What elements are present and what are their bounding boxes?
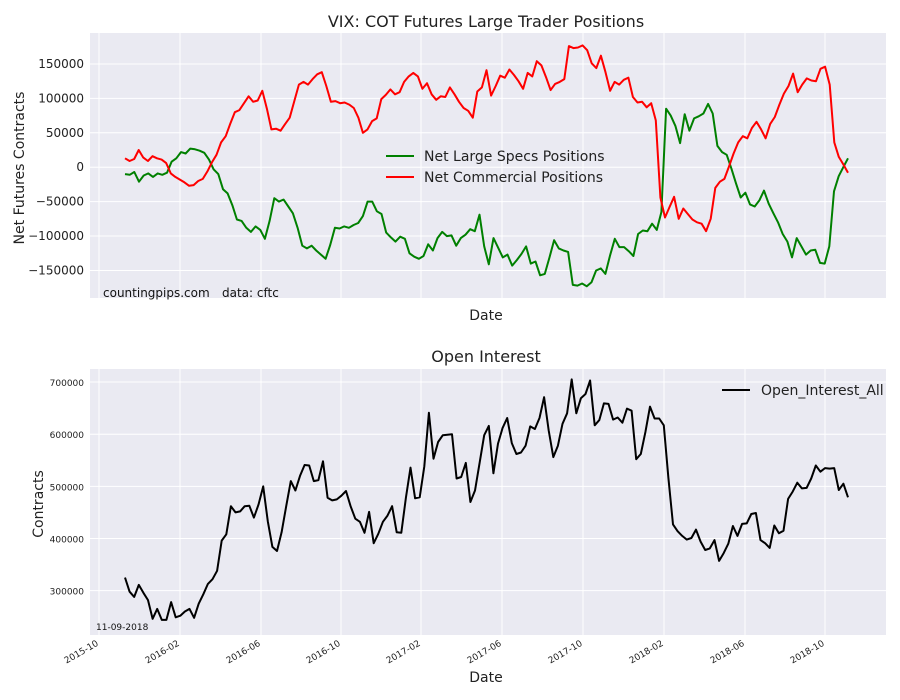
oi-x-tick-label: 2017-10 (547, 639, 585, 667)
cot-y-ticks: 150000 100000 50000 0 −50000 −100000 −150000 (28, 57, 84, 277)
oi-x-tick-label: 2016-10 (305, 639, 343, 667)
oi-y-axis-label: Contracts (31, 470, 47, 538)
date-annotation: 11-09-2018 (96, 623, 149, 633)
cot-y-tick-label: 150000 (38, 57, 84, 71)
oi-y-tick-label: 700000 (50, 379, 85, 389)
cot-y-axis-label: Net Futures Contracts (12, 92, 28, 245)
oi-chart-title: Open Interest (431, 347, 540, 366)
oi-gridlines (90, 369, 886, 635)
data-source-annotation: data: cftc (222, 286, 279, 300)
oi-x-tick-label: 2018-02 (628, 639, 666, 666)
cot-y-tick-label: 50000 (46, 126, 84, 140)
oi-y-tick-label: 300000 (50, 588, 85, 598)
legend-label-open-interest: Open_Interest_All (761, 383, 884, 399)
oi-x-ticks: 2015-10 2016-02 2016-06 2016-10 2017-02 2017-… (63, 639, 827, 667)
cot-gridlines (90, 33, 886, 298)
oi-y-tick-label: 600000 (50, 431, 85, 441)
oi-series-lines (124, 378, 849, 621)
oi-y-tick-label: 500000 (50, 483, 85, 493)
cot-series-lines (124, 44, 849, 288)
oi-x-tick-label: 2018-06 (709, 639, 747, 667)
oi-x-axis-label: Date (469, 670, 502, 686)
oi-plot-area (90, 369, 886, 635)
oi-y-tick-label: 400000 (50, 536, 85, 546)
oi-legend: Open_Interest_All (722, 383, 884, 399)
legend-label-large-specs: Net Large Specs Positions (424, 149, 605, 165)
oi-x-tick-label: 2017-02 (385, 639, 423, 666)
cot-y-tick-label: −150000 (28, 263, 84, 277)
cot-y-tick-label: 0 (76, 160, 84, 174)
source-annotation: countingpips.com (103, 286, 210, 300)
cot-positions-chart: 150000 100000 50000 0 −50000 −100000 −150000 V… (12, 12, 886, 324)
legend-label-commercial: Net Commercial Positions (424, 170, 603, 186)
oi-series-line-0 (124, 378, 849, 621)
oi-x-tick-label: 2016-02 (144, 639, 182, 666)
cot-x-axis-label: Date (469, 308, 502, 324)
oi-x-tick-label: 2016-06 (225, 639, 263, 667)
oi-x-tick-label: 2017-06 (466, 639, 504, 667)
cot-y-tick-label: 100000 (38, 91, 84, 105)
cot-y-tick-label: −50000 (36, 195, 84, 209)
oi-x-tick-label: 2018-10 (789, 639, 827, 667)
cot-series-line-1 (124, 44, 849, 233)
cot-chart-title: VIX: COT Futures Large Trader Positions (328, 12, 644, 31)
oi-y-ticks: 700000 600000 500000 400000 300000 (50, 379, 85, 598)
cot-series-line-0 (124, 102, 849, 288)
cot-legend: Net Large Specs Positions Net Commercial… (386, 149, 605, 186)
cot-y-tick-label: −100000 (28, 229, 84, 243)
oi-x-tick-label: 2015-10 (63, 639, 101, 667)
